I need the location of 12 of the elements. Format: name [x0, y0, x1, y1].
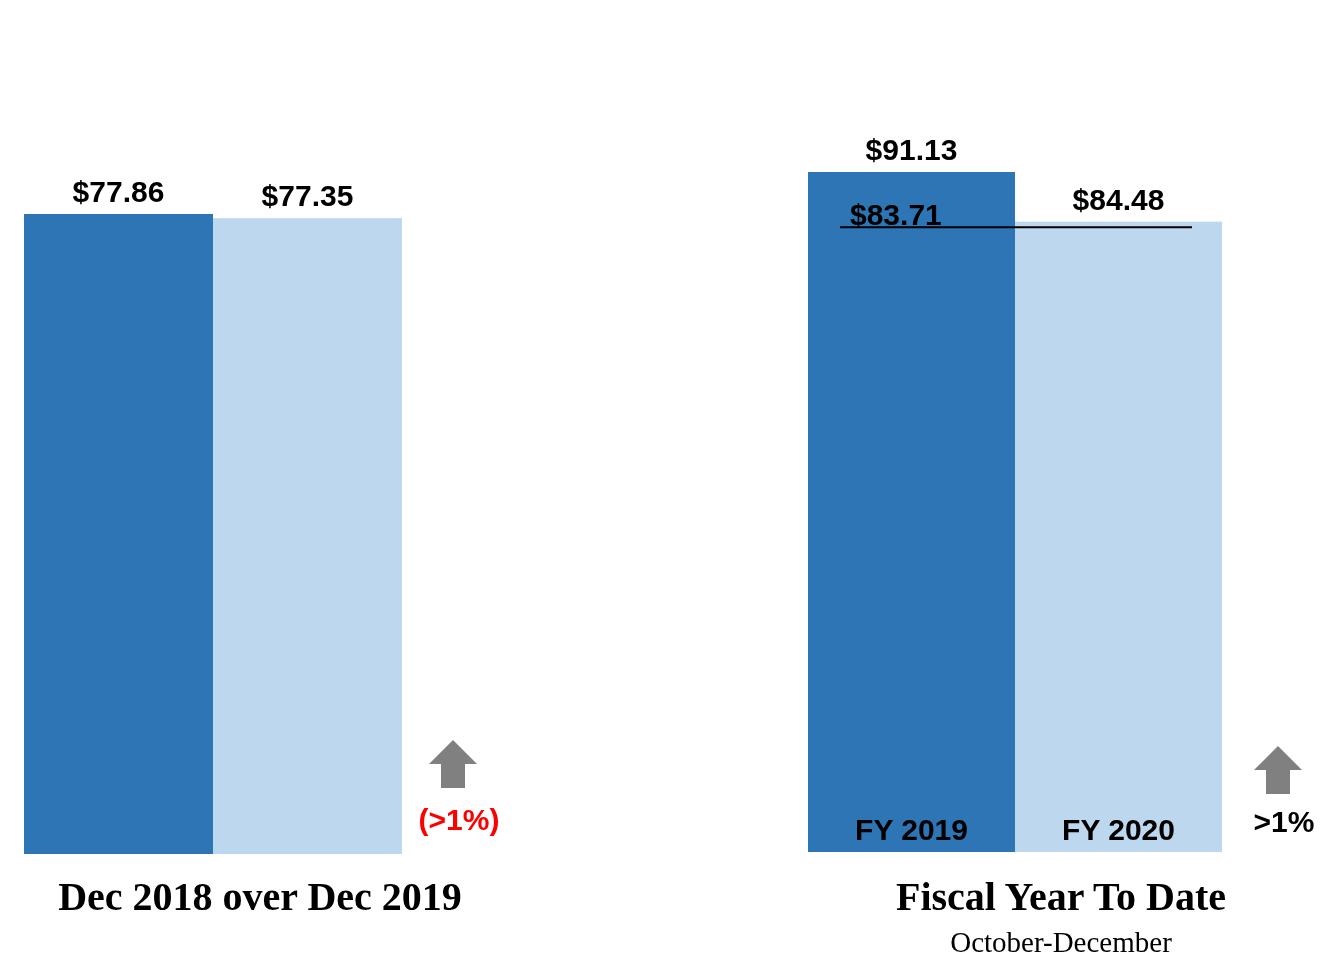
data-label: $77.35 — [261, 179, 354, 213]
text: >1% — [1253, 805, 1315, 838]
data-label: $77.86 — [72, 175, 165, 208]
text: (>1%) — [418, 803, 500, 836]
text: Fiscal Year To Date — [896, 874, 1226, 919]
data-label: $84.48 — [1072, 182, 1165, 216]
text: October-December — [950, 926, 1173, 958]
data-label: $91.13 — [865, 133, 958, 166]
x-tick-label: FY 2020 — [1062, 813, 1175, 846]
text: Dec 2018 over Dec 2019 — [58, 874, 462, 919]
ref-line-label: $83.71 — [850, 198, 942, 232]
x-tick-label: FY 2019 — [855, 813, 968, 846]
